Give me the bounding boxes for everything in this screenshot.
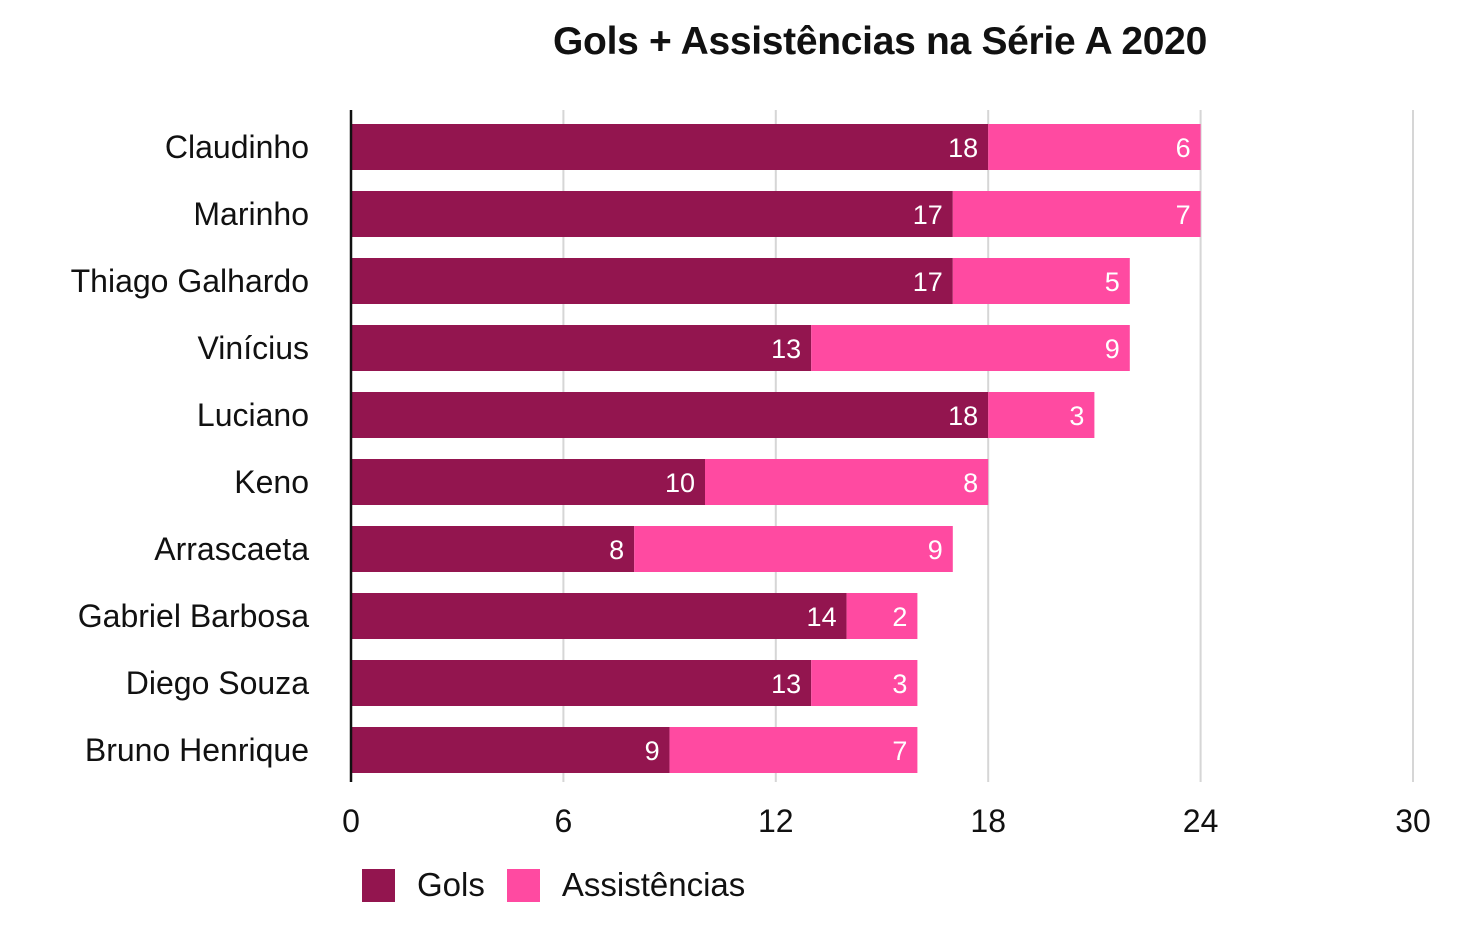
data-label: 9 xyxy=(645,736,660,766)
bar-segment-assistencias[interactable] xyxy=(952,191,1201,237)
plot-area: 18 6 17 7 17 5 13 9 18 3 10 8 8 9 14 2 13 3 9 7 Claudinho Ma… xyxy=(71,110,1431,839)
data-label: 13 xyxy=(771,334,801,364)
bar-segment-gols[interactable] xyxy=(351,124,989,170)
chart-title: Gols + Assistências na Série A 2020 xyxy=(553,20,1207,63)
data-label: 7 xyxy=(1176,200,1191,230)
bar-segment-assistencias[interactable] xyxy=(705,459,989,505)
bar-segment-assistencias[interactable] xyxy=(811,660,918,706)
bar-segment-gols[interactable] xyxy=(351,191,953,237)
bar-segment-gols[interactable] xyxy=(351,593,847,639)
category-label: Thiago Galhardo xyxy=(71,263,309,299)
bar-segment-assistencias[interactable] xyxy=(988,392,1095,438)
legend-item-gols[interactable]: Gols xyxy=(362,866,485,904)
x-tick-label: 0 xyxy=(342,803,360,839)
data-label: 6 xyxy=(1176,133,1191,163)
legend-label-assistencias: Assistências xyxy=(561,866,746,903)
category-label: Marinho xyxy=(193,196,309,232)
data-label: 3 xyxy=(1069,401,1084,431)
data-label: 9 xyxy=(1105,334,1120,364)
bar-segment-gols[interactable] xyxy=(351,526,635,572)
category-label: Claudinho xyxy=(165,129,309,165)
x-tick-labels: 0 6 12 18 24 30 xyxy=(342,803,1431,839)
bar-segment-assistencias[interactable] xyxy=(669,727,918,773)
legend-swatch-assistencias xyxy=(506,868,540,902)
data-label: 3 xyxy=(892,669,907,699)
category-label: Gabriel Barbosa xyxy=(78,598,309,634)
bar-segment-gols[interactable] xyxy=(351,727,670,773)
bar-segment-gols[interactable] xyxy=(351,459,705,505)
data-label: 8 xyxy=(609,535,624,565)
bar-segment-gols[interactable] xyxy=(351,392,989,438)
category-label: Arrascaeta xyxy=(154,531,309,567)
data-label: 17 xyxy=(913,267,943,297)
bar-segment-assistencias[interactable] xyxy=(634,526,953,572)
bar-segment-assistencias[interactable] xyxy=(846,593,918,639)
category-label: Luciano xyxy=(197,397,309,433)
bar-segment-assistencias[interactable] xyxy=(811,325,1130,371)
data-label: 18 xyxy=(948,401,978,431)
data-label: 2 xyxy=(892,602,907,632)
x-tick-label: 6 xyxy=(555,803,573,839)
category-labels: Claudinho Marinho Thiago Galhardo Vinícius L… xyxy=(71,129,310,768)
data-label: 9 xyxy=(928,535,943,565)
data-label: 5 xyxy=(1105,267,1120,297)
x-tick-label: 18 xyxy=(970,803,1006,839)
bar-segment-gols[interactable] xyxy=(351,325,812,371)
legend-swatch-gols xyxy=(362,868,395,902)
data-label: 8 xyxy=(963,468,978,498)
category-label: Keno xyxy=(234,464,309,500)
bar-segment-assistencias[interactable] xyxy=(952,258,1130,304)
category-label: Bruno Henrique xyxy=(85,732,309,768)
legend-label-gols: Gols xyxy=(417,866,485,903)
legend: Gols Assistências xyxy=(362,866,767,904)
bar-segment-assistencias[interactable] xyxy=(988,124,1201,170)
category-label: Vinícius xyxy=(198,330,309,366)
x-tick-label: 24 xyxy=(1183,803,1219,839)
x-tick-label: 12 xyxy=(758,803,794,839)
bar-segment-gols[interactable] xyxy=(351,258,953,304)
category-label: Diego Souza xyxy=(126,665,309,701)
data-label: 17 xyxy=(913,200,943,230)
data-label: 10 xyxy=(665,468,695,498)
bar-segment-gols[interactable] xyxy=(351,660,812,706)
data-label: 13 xyxy=(771,669,801,699)
data-label: 18 xyxy=(948,133,978,163)
x-tick-label: 30 xyxy=(1395,803,1431,839)
bars: 18 6 17 7 17 5 13 9 18 3 10 8 8 9 14 2 13 3 9 7 xyxy=(351,124,1201,773)
data-label: 7 xyxy=(892,736,907,766)
legend-item-assistencias[interactable]: Assistências xyxy=(506,866,746,904)
data-label: 14 xyxy=(807,602,837,632)
